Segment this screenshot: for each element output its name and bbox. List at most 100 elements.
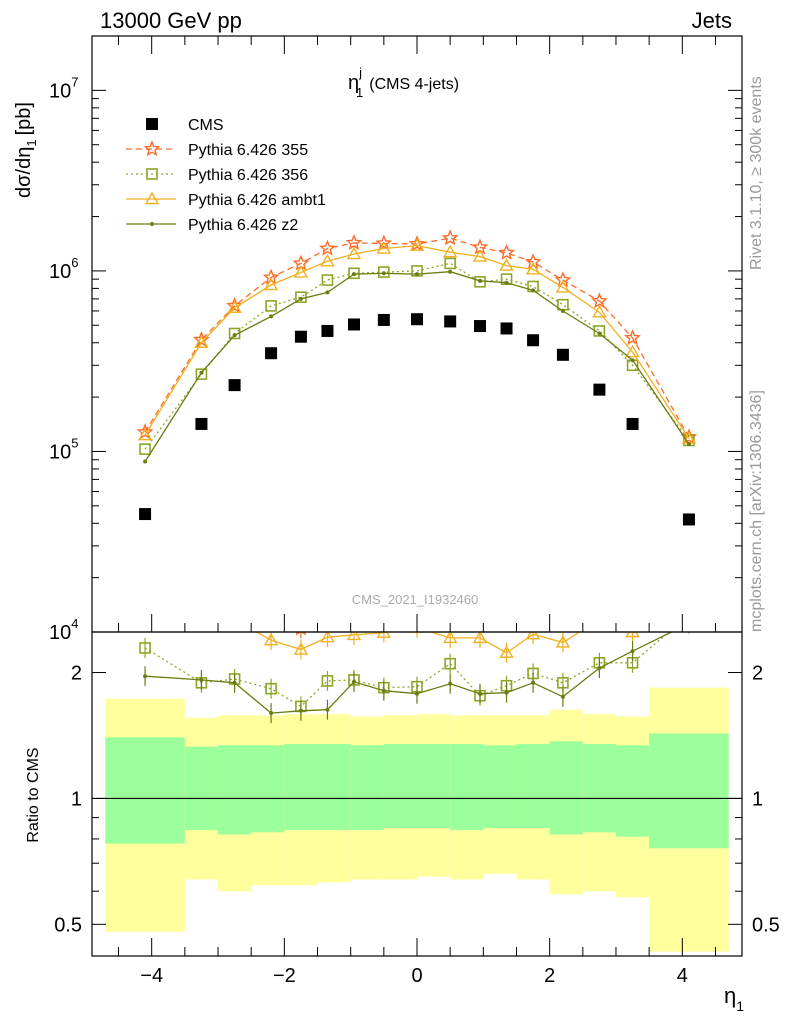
stat-band-bin [383,743,417,828]
ratio-point [143,674,148,679]
ratio-point [555,635,571,648]
legend-entry: CMS [146,117,224,134]
ratio-point [500,616,513,629]
data-point [592,304,607,318]
x-tick-label: 4 [677,965,688,987]
data-point [228,379,241,392]
title-main: η [348,72,359,94]
ratio-point [381,688,386,693]
legend-marker [143,140,161,157]
ratio-point [228,608,241,621]
data-point [624,329,641,346]
x-tick-label: 0 [411,965,422,987]
ratio-y-tick-label-left: 1 [71,788,82,810]
ratio-point [298,708,303,713]
title-note: (CMS 4-jets) [369,76,459,93]
data-point [531,288,536,293]
series-line [144,244,690,439]
x-tick-label: 2 [544,965,555,987]
data-point [408,235,426,252]
data-point [504,280,509,285]
title-sub: 1 [356,85,363,100]
stat-band-bin [218,745,252,835]
header-right: Jets [692,8,732,33]
x-axis-label: η1 [724,983,744,1014]
x-label-main: η [724,983,736,1008]
series-pythia-6-426-355 [136,229,698,445]
ratio-point [346,632,362,641]
data-point [554,271,572,288]
ratio-point [415,691,419,696]
ratio-point [499,645,514,658]
series-pythia-6-426-ambt1 [137,238,697,444]
data-point [345,234,363,250]
ratio-line [144,632,671,708]
ratio-point [525,632,541,640]
ratio-bands [105,687,729,952]
data-point [139,443,151,455]
ratio-y-tick-label-left: 0.5 [54,914,82,936]
ratio-point [593,613,605,624]
ratio-point [442,632,458,644]
data-point [194,335,209,348]
legend-label: Pythia 6.426 z2 [188,217,298,234]
data-point [474,320,487,333]
ratio-point [138,601,151,614]
stat-band-bin [105,737,185,844]
data-point [686,441,691,446]
y-tick-base: 10 [49,80,71,102]
x-label-sub: 1 [736,998,744,1014]
data-point [378,266,390,278]
legend-entry: Pythia 6.426 z2 [126,217,298,234]
ratio-point [265,682,277,695]
data-point [441,229,459,246]
stat-band-bin [251,745,285,833]
y-tick-exp: 7 [71,74,78,89]
data-point [351,272,356,277]
data-point [347,318,360,331]
data-point [556,348,569,361]
data-point [381,271,386,276]
ratio-point [195,597,208,610]
data-point [375,234,393,251]
data-point [265,300,277,312]
data-point [560,308,565,313]
stat-band-bin [184,746,219,831]
stat-band-bin [649,733,729,849]
ratio-point [269,711,274,716]
data-point [321,274,334,286]
ratio-point [320,632,335,643]
legend: CMS Pythia 6.426 355 Pythia 6.426 356 Pythi… [126,117,326,234]
stat-band-bin [284,743,318,831]
y-tick-base: 10 [49,622,71,644]
series-pythia-6-426-356 [139,257,695,455]
ratio-point [504,690,509,695]
ratio-point [293,642,309,655]
ratio-series-pythia-6-426-ambt1 [195,604,640,663]
ratio-point [195,604,207,615]
data-point [136,423,154,440]
series-line [144,271,690,462]
ratio-point [684,610,694,620]
ratio-point [478,691,483,696]
data-point [597,331,602,336]
data-point [139,508,152,521]
stat-band-bin [417,743,451,828]
ratio-point [560,694,565,699]
legend-entry: Pythia 6.426 356 [126,167,308,184]
stat-band-bin [350,745,384,831]
data-point [626,417,639,430]
data-point [593,383,606,396]
data-point [263,277,279,291]
legend-marker [150,222,154,226]
title-sup: j [358,65,362,80]
ratio-point [376,632,392,638]
data-point [265,347,278,360]
data-point [625,344,640,358]
stat-band-bin [582,743,616,833]
header-left: 13000 GeV pp [100,8,242,33]
ratio-point [229,613,241,624]
y-tick-label: 104 [49,616,78,644]
data-point [348,267,360,280]
legend-entry: Pythia 6.426 355 [126,140,308,159]
